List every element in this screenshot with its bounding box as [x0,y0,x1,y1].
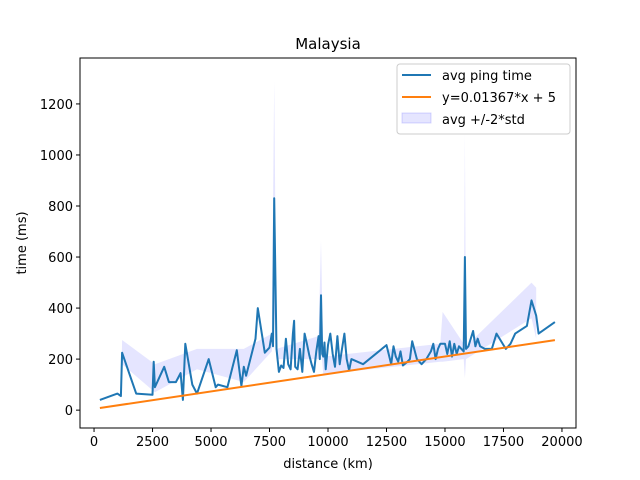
x-axis-ticks: 0 2500 5000 7500 10000 12500 15000 17500 20000 [90,428,583,450]
fit-line [99,339,556,409]
chart-title: Malaysia [295,35,361,53]
std-band [120,81,537,398]
legend: avg ping time y=0.01367*x + 5 avg +/-2*s… [396,63,571,135]
y-tick-label: 600 [48,251,73,266]
legend-label-fit: y=0.01367*x + 5 [442,91,556,106]
legend-label-band: avg +/-2*std [442,113,525,128]
x-tick-label: 15000 [424,435,465,450]
y-tick-label: 400 [48,302,73,317]
x-tick-label: 17500 [483,435,524,450]
std-band-layer [120,81,537,398]
x-tick-label: 10000 [307,435,348,450]
y-axis-label: time (ms) [15,211,30,274]
legend-swatch-band [401,112,432,124]
plot-area [99,81,556,409]
line-layer [99,197,556,409]
legend-label-ping: avg ping time [442,69,532,84]
y-tick-label: 800 [48,200,73,215]
x-tick-label: 12500 [366,435,407,450]
y-tick-label: 1000 [40,149,73,164]
x-tick-label: 5000 [194,435,227,450]
y-axis-ticks: 0 200 400 600 800 1000 1200 [40,98,80,419]
y-tick-label: 1200 [40,98,73,113]
x-tick-label: 7500 [253,435,286,450]
x-tick-label: 0 [90,435,98,450]
legend-box [396,63,571,135]
x-tick-label: 2500 [136,435,169,450]
y-tick-label: 0 [65,404,73,419]
avg-ping-line [99,197,556,401]
x-tick-label: 20000 [541,435,582,450]
x-axis-label: distance (km) [283,457,373,472]
y-tick-label: 200 [48,353,73,368]
